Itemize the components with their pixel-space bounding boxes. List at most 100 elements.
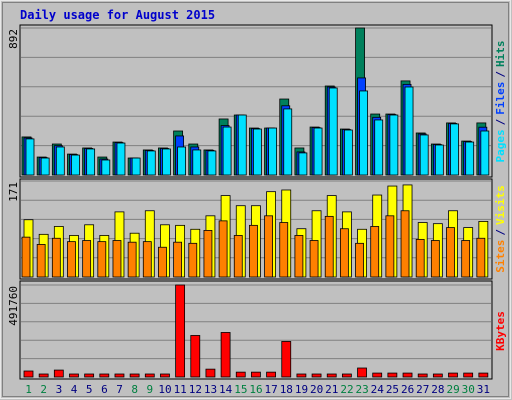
bar [476,237,486,278]
x-tick-label: 6 [101,383,108,396]
panel [19,280,493,380]
bar [69,373,79,378]
bar [249,224,258,278]
legend-separator: / [494,118,507,125]
bar [158,246,167,278]
bar [313,127,323,176]
bar [173,241,183,278]
bar [370,226,380,278]
bar [415,238,425,278]
x-tick-label: 26 [401,383,414,396]
x-tick-label: 28 [431,383,444,396]
bar [309,240,319,278]
bar [55,146,65,176]
bar [82,240,92,278]
x-tick-label: 31 [477,383,490,396]
bar [268,127,277,176]
bar [480,130,490,176]
x-tick-label: 5 [86,383,93,396]
bar [430,240,440,278]
bar [279,222,289,278]
bar [359,90,368,176]
x-tick-label: 18 [280,383,293,396]
x-tick-label: 25 [386,383,399,396]
x-tick-label: 3 [56,383,63,396]
bar [237,114,247,176]
x-tick-label: 19 [295,383,308,396]
y-tick-label: 171 [7,182,20,202]
bar [251,371,261,378]
legend-entry: Files [494,82,507,115]
x-tick-label: 23 [356,383,369,396]
bar [372,372,383,378]
x-tick-label: 11 [174,383,187,396]
bar [38,373,49,378]
x-tick-label: 13 [204,383,217,396]
bar [461,240,471,278]
bar [281,341,292,378]
bar [190,335,201,378]
legend-entry: Visits [494,185,507,225]
bar [385,215,395,278]
bar [266,371,276,378]
bar [21,236,31,278]
bar [207,150,217,176]
x-tick-label: 7 [116,383,123,396]
bar [146,150,156,176]
bar [192,149,202,176]
bar [97,241,107,278]
bar [175,284,186,378]
chart-title: Daily usage for August 2015 [20,8,215,22]
bar [341,373,352,378]
bar [114,373,125,378]
bar [326,373,337,378]
bar [417,373,428,378]
bar [205,368,216,378]
x-tick-label: 14 [219,383,233,396]
x-tick-label: 8 [131,383,138,396]
x-tick-label: 16 [249,383,262,396]
bar [129,373,140,378]
bar [463,372,474,378]
bar [324,215,334,278]
bar [218,220,228,278]
x-tick-label: 22 [340,383,353,396]
bar [450,123,459,176]
bar [294,235,304,278]
bar [434,144,444,176]
bar [71,154,80,176]
bar [402,372,413,378]
bar [298,152,308,176]
x-tick-label: 29 [446,383,459,396]
bar [446,227,455,278]
bar [233,235,243,278]
x-tick-label: 21 [325,383,338,396]
bar [220,332,231,378]
bar [339,228,349,278]
bar [177,146,187,176]
bar [296,373,307,378]
legend-separator: / [494,229,507,236]
bar [203,230,213,278]
x-tick-label: 12 [189,383,202,396]
bar [222,126,232,176]
bar [162,148,171,176]
bar [142,241,152,278]
bar [311,373,322,378]
legend: KBytes [494,311,507,351]
bar [355,242,364,278]
bar [264,215,273,278]
bar [116,142,126,176]
x-tick-label: 24 [371,383,385,396]
bar [67,241,76,278]
bar [188,242,198,278]
bar [448,372,458,378]
x-tick-label: 1 [25,383,32,396]
bar [465,141,475,176]
bar [235,371,246,378]
x-tick-label: 17 [265,383,278,396]
bar [400,210,410,278]
legend-entry: KBytes [494,311,507,351]
legend-entry: Pages [494,129,507,162]
x-tick-label: 4 [71,383,78,396]
